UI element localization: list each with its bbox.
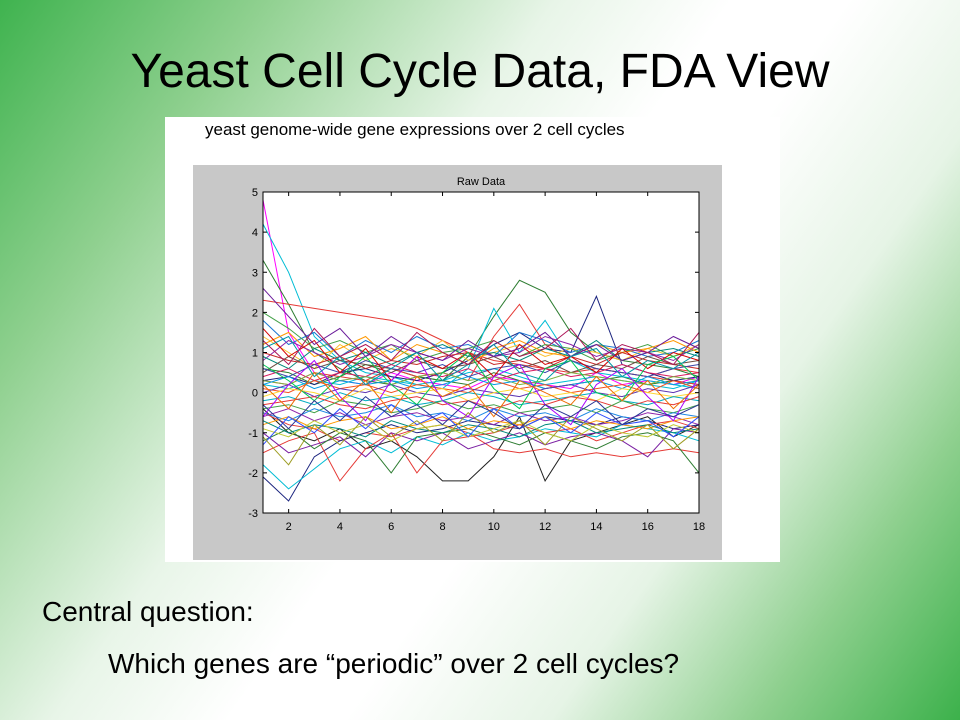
figure-caption: yeast genome-wide gene expressions over …: [205, 120, 625, 139]
series-line-7: [262, 307, 700, 390]
y-tick-label: 4: [252, 227, 258, 239]
series-line-47: [262, 327, 700, 366]
x-tick-label: 8: [439, 521, 445, 533]
series-line-10: [262, 412, 700, 458]
series-line-42: [262, 355, 700, 426]
y-tick-label: -1: [248, 428, 258, 440]
series-line-46: [262, 412, 700, 466]
series-line-14: [262, 428, 700, 458]
x-tick-label: 14: [590, 521, 602, 533]
question-label: Central question:: [42, 596, 254, 627]
question-text: Which genes are “periodic” over 2 cell c…: [108, 648, 680, 679]
y-tick-label: 0: [252, 388, 258, 400]
x-tick-label: 6: [388, 521, 394, 533]
series-group: [262, 199, 700, 502]
series-line-26: [262, 372, 700, 386]
series-line-37: [262, 420, 700, 438]
series-line-5: [262, 279, 700, 386]
series-line-25: [262, 363, 700, 382]
y-tick-label: 5: [252, 187, 258, 199]
figure-panel: yeast genome-wide gene expressions over …: [165, 117, 780, 562]
x-tick-label: 16: [642, 521, 654, 533]
series-line-13: [262, 420, 700, 482]
series-line-28: [262, 380, 700, 394]
chart-title: Raw Data: [457, 176, 506, 188]
series-line-36: [262, 416, 700, 430]
series-line-44: [262, 371, 700, 418]
x-tick-label: 2: [286, 521, 292, 533]
series-line-34: [262, 404, 700, 422]
x-tick-label: 10: [488, 521, 500, 533]
series-line-35: [262, 408, 700, 426]
series-line-22: [262, 351, 700, 370]
y-tick-label: 2: [252, 307, 258, 319]
series-line-31: [262, 392, 700, 406]
series-line-23: [262, 355, 700, 374]
matlab-figure-frame: Raw Data -3 -2 -1 0 1 2 3 4 5 2 4 6 8 10 12 14 16 18: [193, 165, 722, 560]
y-tick-label: 3: [252, 267, 258, 279]
series-line-18: [262, 311, 700, 362]
y-tick-label: 1: [252, 348, 258, 360]
series-line-48: [262, 395, 700, 430]
y-tick-label: -3: [248, 508, 258, 520]
series-line-45: [262, 335, 700, 386]
series-line-43: [262, 287, 700, 362]
x-tick-label: 4: [337, 521, 343, 533]
x-tick-label: 18: [693, 521, 705, 533]
slide-title: Yeast Cell Cycle Data, FDA View: [130, 45, 830, 98]
y-tick-label: -2: [248, 468, 258, 480]
series-line-41: [262, 351, 700, 410]
x-tick-label: 12: [539, 521, 551, 533]
series-line-39: [262, 328, 700, 382]
series-line-32: [262, 396, 700, 410]
series-line-38: [262, 420, 700, 442]
series-line-27: [262, 376, 700, 390]
